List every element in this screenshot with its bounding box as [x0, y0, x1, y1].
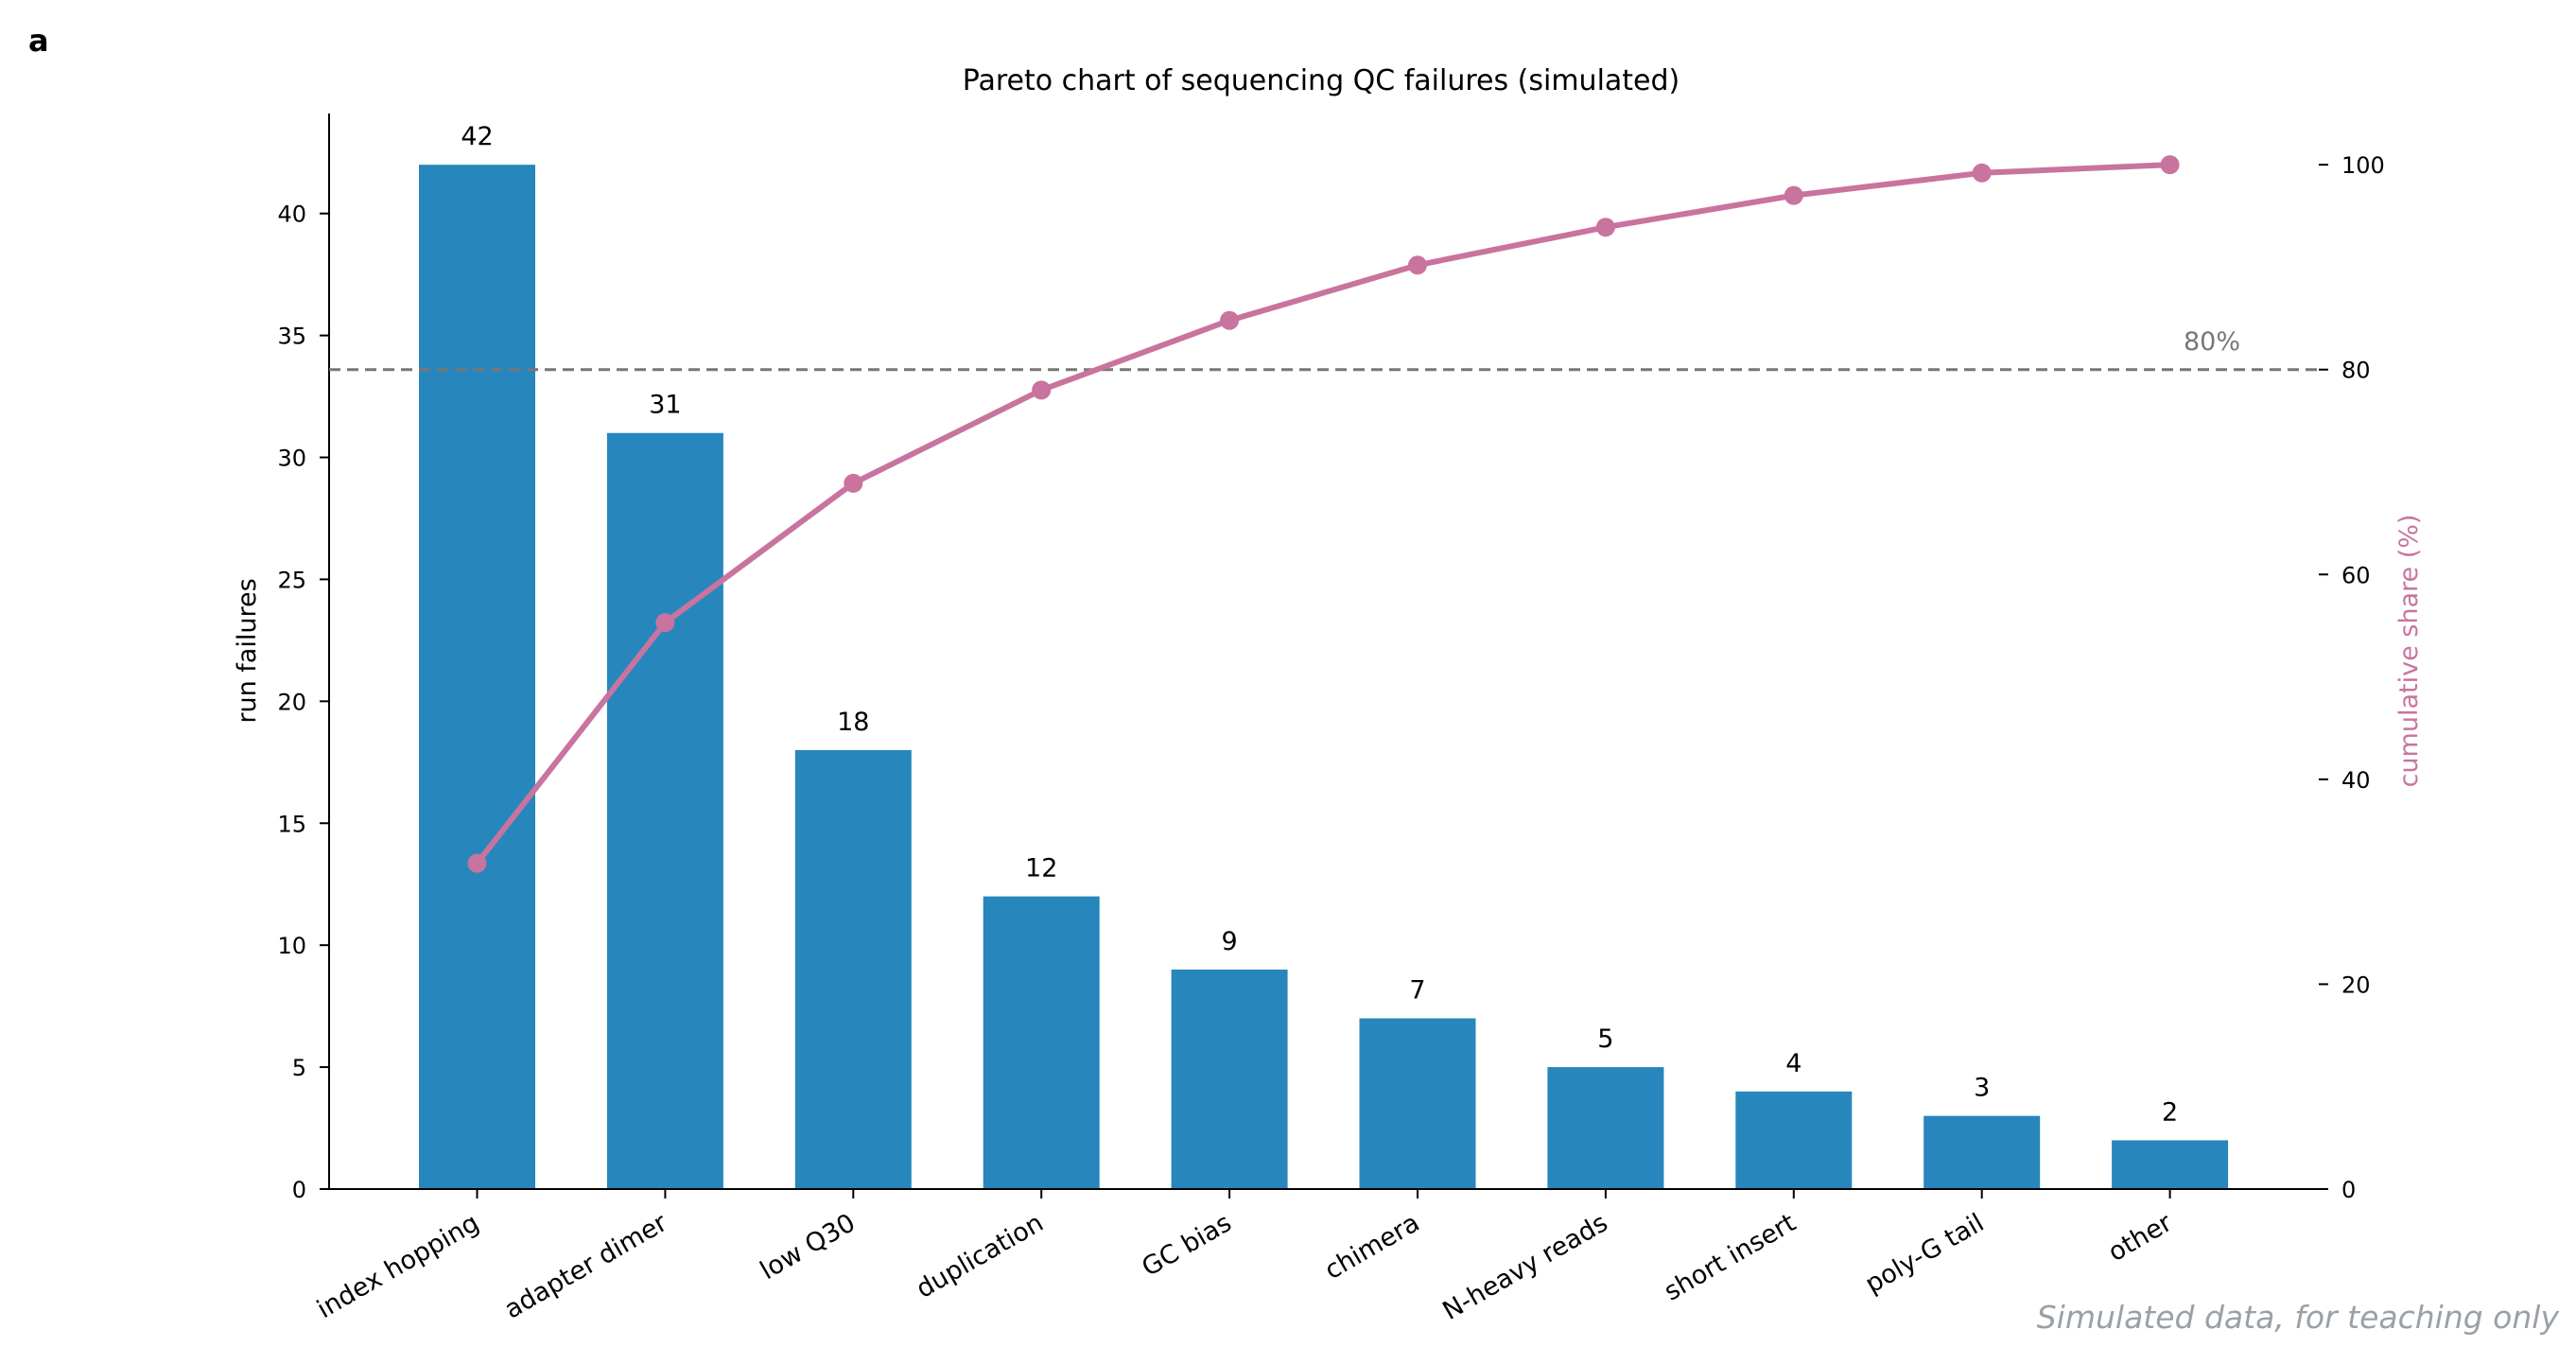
x-tick-label: adapter dimer	[499, 1208, 672, 1325]
chart-title: Pareto chart of sequencing QC failures (…	[963, 64, 1680, 97]
bar-value-label: 12	[1025, 854, 1057, 884]
cumulative-point	[655, 613, 675, 633]
x-tick-label: GC bias	[1137, 1208, 1236, 1283]
bar-value-label: 18	[837, 708, 869, 737]
right-axis-label: cumulative share (%)	[2394, 515, 2424, 788]
y-tick-label: 0	[292, 1177, 306, 1203]
y-tick-label: 20	[277, 689, 306, 715]
panel-label: a	[28, 23, 49, 59]
bar	[1547, 1067, 1664, 1189]
x-tick-label: index hopping	[312, 1208, 484, 1324]
bar-value-label: 4	[1785, 1049, 1801, 1078]
footer-note: Simulated data, for teaching only	[2037, 1299, 2560, 1336]
x-tick-label: low Q30	[756, 1208, 861, 1286]
cumulative-point	[1408, 255, 1427, 275]
right-y-tick-label: 40	[2341, 767, 2371, 794]
cumulative-point	[844, 473, 863, 493]
y-tick-label: 30	[277, 446, 306, 472]
bar-value-label: 2	[2162, 1097, 2178, 1127]
right-y-tick-label: 0	[2341, 1177, 2356, 1203]
bar-value-label: 3	[1974, 1074, 1990, 1103]
plot-area: 4231181297543205101520253035400204060801…	[277, 114, 2385, 1326]
x-tick-label: chimera	[1320, 1208, 1425, 1286]
cumulative-point	[1595, 218, 1615, 237]
y-axis-label: run failures	[233, 578, 262, 723]
cumulative-point	[1972, 163, 1992, 183]
right-y-tick-label: 80	[2341, 358, 2371, 384]
bar	[606, 432, 723, 1189]
cumulative-line	[474, 162, 2173, 866]
bar-value-label: 31	[649, 391, 681, 420]
y-tick-label: 35	[277, 324, 306, 350]
x-tick-label: duplication	[912, 1208, 1049, 1304]
bar	[1359, 1018, 1476, 1189]
bar	[1735, 1091, 1853, 1189]
y-tick-label: 25	[277, 567, 306, 593]
bar-value-label: 42	[461, 122, 493, 151]
cumulative-point	[1784, 185, 1803, 205]
right-y-tick-label: 100	[2341, 152, 2385, 179]
cumulative-point	[2160, 155, 2180, 175]
bar-value-label: 7	[1409, 976, 1425, 1006]
y-tick-label: 10	[277, 933, 306, 959]
bar	[983, 896, 1100, 1189]
right-y-tick-label: 20	[2341, 971, 2371, 998]
x-tick-label: short insert	[1660, 1208, 1801, 1306]
x-tick-label: poly-G tail	[1860, 1208, 1989, 1299]
y-tick-label: 5	[292, 1055, 306, 1081]
cumulative-point	[1220, 310, 1240, 330]
x-tick-label: N-heavy reads	[1437, 1208, 1612, 1326]
right-y-tick-label: 60	[2341, 562, 2371, 588]
y-tick-label: 15	[277, 811, 306, 837]
bar	[794, 749, 912, 1189]
cumulative-point	[1032, 380, 1052, 400]
y-tick-label: 40	[277, 201, 306, 228]
bar	[419, 165, 535, 1190]
bar-value-label: 5	[1597, 1024, 1613, 1054]
bar	[1171, 969, 1288, 1189]
bar	[1923, 1115, 2041, 1189]
x-tick-label: other	[2103, 1208, 2178, 1268]
threshold-label: 80%	[2184, 327, 2240, 357]
bar	[2112, 1140, 2229, 1189]
bar-value-label: 9	[1222, 927, 1238, 956]
cumulative-point	[467, 853, 487, 873]
